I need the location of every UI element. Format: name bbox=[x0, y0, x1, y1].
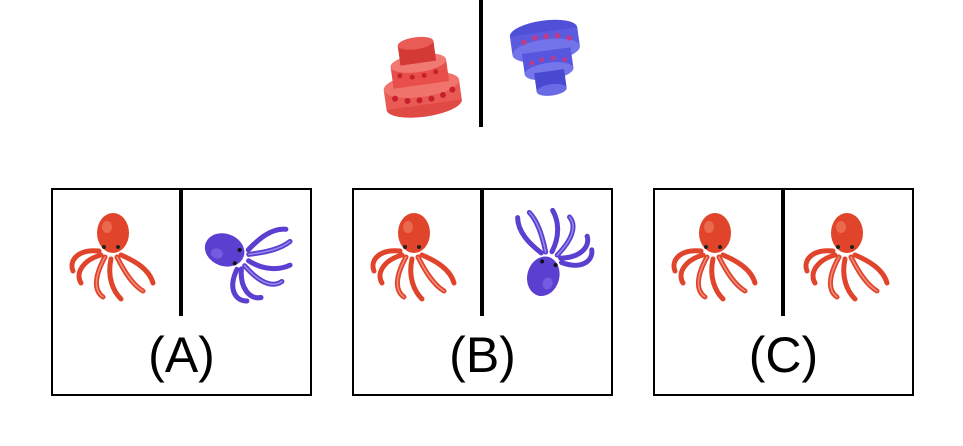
option-b-label: (B) bbox=[449, 327, 516, 383]
red-octopus-icon bbox=[797, 202, 897, 312]
purple-octopus-icon bbox=[499, 200, 599, 310]
option-c-divider bbox=[781, 190, 785, 316]
red-cake-icon bbox=[377, 32, 464, 122]
red-octopus-icon bbox=[665, 202, 765, 312]
option-a-box[interactable]: (A) bbox=[51, 188, 312, 396]
red-octopus-icon bbox=[364, 202, 464, 312]
option-c-box[interactable]: (C) bbox=[653, 188, 914, 396]
example-divider bbox=[479, 0, 483, 127]
option-b-divider bbox=[480, 190, 484, 316]
purple-octopus-icon bbox=[193, 205, 298, 310]
option-a-label: (A) bbox=[148, 327, 215, 383]
option-c-label: (C) bbox=[748, 327, 819, 383]
option-b-box[interactable]: (B) bbox=[352, 188, 613, 396]
red-octopus-icon bbox=[63, 202, 163, 312]
blue-cake-icon bbox=[508, 15, 587, 101]
option-a-divider bbox=[179, 190, 183, 316]
